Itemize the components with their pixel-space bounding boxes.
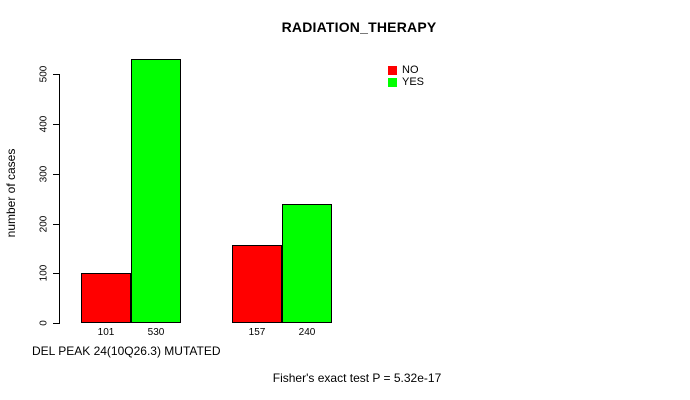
y-axis-label: number of cases [4,148,18,238]
y-axis-tick [53,273,59,274]
legend-label: NO [402,64,419,76]
legend: NO YES [388,64,424,88]
bar-no-group1 [232,245,282,323]
legend-row-no: NO [388,64,424,76]
y-axis-tick [53,124,59,125]
x-axis-label: DEL PEAK 24(10Q26.3) MUTATED [32,344,221,358]
bar-yes-group0 [131,59,181,323]
bar-value-label: 240 [298,327,316,338]
bar-value-label: 101 [97,327,115,338]
y-axis-tick [53,323,59,324]
legend-label: YES [402,76,425,88]
bar-no-group0 [81,273,131,323]
y-axis-tick-label: 400 [38,115,50,133]
y-axis-tick-label: 500 [38,65,50,83]
footnote: Fisher's exact test P = 5.32e-17 [272,371,442,385]
y-axis-tick-label: 100 [38,264,50,282]
y-axis-tick [53,224,59,225]
y-axis-line [59,74,60,324]
bar-value-label: 530 [147,327,165,338]
legend-swatch-no [388,65,397,75]
legend-row-yes: YES [388,76,424,88]
legend-swatch-yes [388,77,397,87]
y-axis-tick-label: 0 [38,320,50,326]
bar-value-label: 157 [248,327,266,338]
bar-yes-group1 [282,204,332,323]
y-axis-tick [53,74,59,75]
chart-title: RADIATION_THERAPY [281,19,437,35]
y-axis-tick [53,174,59,175]
y-axis-tick-label: 300 [38,165,50,183]
y-axis-tick-label: 200 [38,215,50,233]
